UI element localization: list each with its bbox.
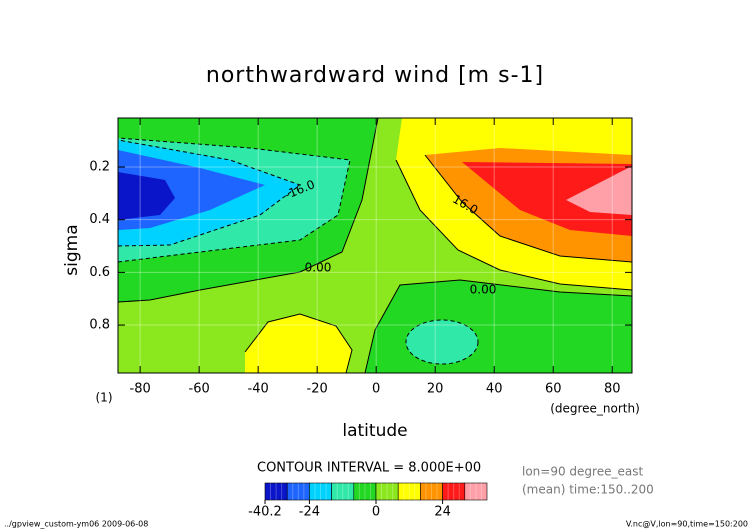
contour-line	[118, 137, 351, 263]
colorbar-box	[464, 482, 488, 501]
grid	[118, 118, 632, 373]
contour-line	[118, 118, 379, 303]
y-tick-label: 0.8	[89, 318, 110, 333]
region	[245, 314, 352, 373]
info: lon=90 degree_east	[522, 465, 643, 479]
contour-line	[364, 279, 632, 373]
x-tick-label: 60	[545, 382, 562, 397]
x-tick-label: -40	[248, 382, 269, 397]
y-axis-title: sigma	[62, 224, 82, 275]
contour-label: 0.00	[470, 283, 497, 297]
x-unit: (degree_north)	[550, 402, 640, 416]
x-tick-label: -60	[189, 382, 210, 397]
region	[406, 320, 478, 364]
region	[118, 172, 175, 220]
x-tick-label: 80	[604, 382, 621, 397]
x-tick-label: 0	[372, 382, 380, 397]
contour-line	[395, 159, 632, 291]
x-tick-label: 40	[486, 382, 503, 397]
region	[462, 162, 632, 236]
contour-line	[424, 154, 632, 263]
contour-line	[244, 313, 353, 373]
chart-title: northwardward wind [m s-1]	[206, 63, 544, 88]
footer: V.nc@V,lon=90,time=150:200	[626, 520, 748, 529]
contour-line	[405, 319, 479, 365]
colorbar-tick-label: -40.2	[248, 505, 282, 520]
contour-line	[118, 139, 302, 247]
colorbar-tick-label: 24	[434, 505, 451, 520]
x-axis-title: latitude	[342, 421, 407, 441]
colorbar-tick-label: 0	[372, 505, 380, 520]
footer: ../gpview_custom-ym06 2009-06-08	[4, 520, 148, 529]
x-tick-label: -80	[130, 382, 151, 397]
x-tick-label: 20	[427, 382, 444, 397]
contour-interval: CONTOUR INTERVAL = 8.000E+00	[257, 461, 481, 476]
info: (mean) time:150..200	[522, 483, 654, 497]
colorbar-tick-label: -24	[299, 505, 320, 520]
region	[566, 166, 632, 215]
y-tick-label: 0.2	[89, 159, 110, 174]
contour-fill	[118, 118, 632, 373]
y-unit: (1)	[96, 391, 113, 405]
y-tick-label: 0.6	[89, 265, 110, 280]
x-tick-label: -20	[307, 382, 328, 397]
y-tick-label: 0.4	[89, 212, 110, 227]
plot-frame	[117, 117, 633, 374]
contour-label: 0.00	[305, 261, 332, 275]
